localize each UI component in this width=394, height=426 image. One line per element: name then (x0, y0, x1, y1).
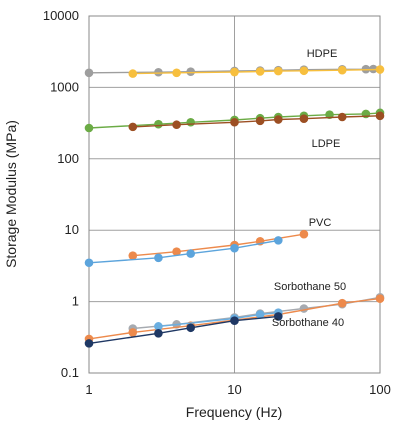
data-point (299, 66, 309, 76)
data-point (273, 66, 283, 76)
data-point (172, 247, 181, 256)
data-point (299, 304, 309, 313)
data-point (84, 68, 94, 78)
series-label: PVC (309, 217, 332, 229)
data-point (230, 117, 239, 127)
series-1 (128, 65, 385, 78)
series-layer (84, 64, 385, 348)
series-label: HDPE (307, 48, 338, 60)
data-point (154, 253, 163, 263)
x-tick-label: 1 (85, 382, 92, 397)
data-point (128, 251, 138, 260)
data-point (154, 67, 163, 77)
data-point (154, 328, 163, 338)
data-point (375, 111, 385, 121)
data-point (84, 339, 94, 348)
data-point (299, 114, 309, 123)
data-point (337, 65, 347, 75)
y-axis-title: Storage Modulus (MPa) (3, 120, 19, 268)
y-tick-label: 1 (72, 294, 79, 309)
data-point (154, 119, 163, 129)
series-label: LDPE (312, 138, 341, 150)
data-point (273, 312, 283, 321)
series-line (88, 315, 279, 345)
data-point (186, 117, 196, 127)
data-point (230, 316, 239, 326)
data-point (84, 258, 94, 268)
data-point (273, 115, 283, 124)
series-line (132, 68, 381, 75)
data-point (255, 310, 265, 319)
y-tick-label: 0.1 (61, 365, 79, 380)
data-point (337, 112, 347, 122)
x-axis-title: Frequency (Hz) (186, 404, 282, 420)
series-5 (84, 236, 283, 268)
data-point (128, 69, 138, 78)
data-point (375, 294, 385, 303)
series-label: Sorbothane 40 (272, 317, 344, 329)
data-point (255, 116, 265, 126)
data-point (186, 323, 196, 333)
data-point (84, 123, 94, 133)
x-tick-label: 100 (369, 382, 391, 397)
y-tick-label: 100 (57, 151, 79, 166)
data-point (128, 122, 138, 132)
series-9 (84, 312, 283, 348)
tick-labels: 0.1 1 10 100 1000 10000 1 10 100 (43, 8, 391, 397)
data-point (375, 65, 385, 74)
series-label: Sorbothane 50 (274, 281, 346, 293)
data-point (299, 229, 309, 239)
series-3 (128, 111, 385, 132)
data-point (337, 298, 347, 308)
data-point (230, 243, 239, 253)
series-line (158, 312, 279, 328)
series-annotations: HDPE LDPE PVC Sorbothane 50 Sorbothane 40 (272, 48, 346, 329)
data-point (186, 67, 196, 76)
data-point (230, 67, 239, 77)
series-line (132, 115, 381, 128)
data-point (255, 67, 265, 76)
y-tick-label: 1000 (50, 79, 79, 94)
data-point (154, 322, 163, 331)
series-line (88, 239, 279, 264)
plot-area-frame (88, 15, 381, 374)
data-point (128, 328, 138, 337)
y-tick-label: 10000 (43, 8, 79, 23)
data-point (172, 68, 181, 78)
data-point (186, 249, 196, 258)
y-tick-label: 10 (65, 222, 79, 237)
x-tick-label: 10 (227, 382, 241, 397)
data-point (172, 120, 181, 130)
data-point (273, 236, 283, 245)
